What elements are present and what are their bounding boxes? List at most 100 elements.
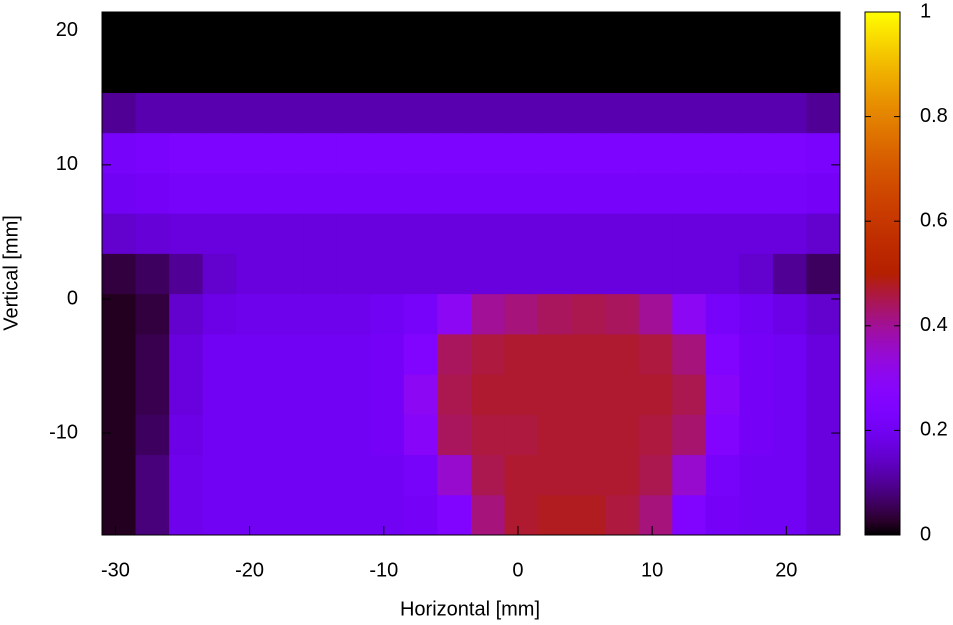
heat-cell: [739, 132, 774, 174]
heat-cell: [102, 12, 137, 53]
heat-cell: [303, 414, 338, 456]
heat-cell: [437, 52, 472, 93]
heat-cell: [236, 12, 271, 53]
heat-cell: [236, 52, 271, 93]
heat-cell: [571, 333, 606, 375]
heat-cell: [739, 414, 774, 456]
heat-cell: [571, 293, 606, 335]
heat-cell: [705, 92, 740, 134]
heat-cell: [772, 213, 807, 254]
heat-cell: [504, 414, 539, 456]
heat-cell: [135, 293, 170, 335]
heat-cell: [638, 454, 673, 496]
heat-cell: [236, 374, 271, 415]
heat-cell: [605, 253, 640, 295]
heat-cell: [471, 172, 506, 214]
x-tick-label: 0: [512, 559, 523, 581]
heat-cell: [135, 132, 170, 174]
heat-cell: [705, 213, 740, 254]
heat-cell: [403, 213, 438, 254]
heat-cell: [638, 374, 673, 415]
heat-cell: [806, 374, 841, 415]
heat-cell: [202, 333, 237, 375]
heat-cell: [504, 12, 539, 53]
heat-cell: [571, 494, 606, 536]
heat-cell: [303, 52, 338, 93]
y-tick-label: 0: [67, 287, 78, 309]
heat-cell: [471, 12, 506, 53]
heat-cell: [605, 92, 640, 134]
heat-cell: [605, 414, 640, 456]
heat-cell: [135, 494, 170, 536]
heat-cell: [269, 12, 304, 53]
heat-cell: [336, 494, 371, 536]
heat-cell: [806, 132, 841, 174]
colorbar: [865, 12, 900, 535]
heat-cell: [370, 374, 405, 415]
heat-cell: [437, 333, 472, 375]
heat-cell: [102, 213, 137, 254]
heat-cell: [169, 454, 204, 496]
heat-cell: [236, 172, 271, 214]
heat-cell: [437, 293, 472, 335]
heat-cell: [772, 172, 807, 214]
heat-cell: [504, 172, 539, 214]
heat-cell: [638, 52, 673, 93]
heat-cell: [236, 333, 271, 375]
heat-cell: [672, 253, 707, 295]
heat-cell: [571, 414, 606, 456]
heat-cell: [169, 213, 204, 254]
heat-cell: [403, 374, 438, 415]
heat-cell: [202, 132, 237, 174]
heat-cell: [370, 293, 405, 335]
heat-cell: [638, 333, 673, 375]
heat-cell: [739, 172, 774, 214]
x-tick-label: -20: [235, 559, 264, 581]
heat-cell: [303, 132, 338, 174]
heat-cell: [672, 12, 707, 53]
heat-cell: [772, 374, 807, 415]
heat-cell: [806, 414, 841, 456]
plot-frame: [101, 11, 841, 536]
heat-cell: [303, 172, 338, 214]
heat-cell: [739, 333, 774, 375]
heat-cell: [538, 494, 573, 536]
heat-cell: [370, 213, 405, 254]
heat-cell: [772, 333, 807, 375]
heat-cell: [403, 132, 438, 174]
heat-cell: [504, 494, 539, 536]
heat-cell: [135, 12, 170, 53]
heat-cell: [135, 172, 170, 214]
heat-cell: [705, 414, 740, 456]
heat-cell: [504, 213, 539, 254]
heat-cell: [471, 494, 506, 536]
heat-cell: [202, 92, 237, 134]
heat-cell: [336, 12, 371, 53]
heat-cell: [672, 374, 707, 415]
heat-cell: [135, 374, 170, 415]
heat-cell: [739, 374, 774, 415]
heat-cell: [538, 12, 573, 53]
heat-cell: [102, 172, 137, 214]
x-tick-label: 20: [775, 559, 797, 581]
colorbar-frame: [864, 11, 901, 536]
heat-cell: [672, 132, 707, 174]
heat-cell: [336, 172, 371, 214]
heat-cell: [303, 92, 338, 134]
heat-cell: [370, 92, 405, 134]
heat-cell: [437, 132, 472, 174]
y-tick-label: 10: [56, 153, 78, 175]
heat-cell: [672, 494, 707, 536]
heat-cell: [336, 253, 371, 295]
heat-cell: [806, 494, 841, 536]
heat-cell: [504, 454, 539, 496]
heat-cell: [169, 92, 204, 134]
heat-cell: [571, 52, 606, 93]
heat-cell: [336, 213, 371, 254]
x-tick-label: 10: [641, 559, 663, 581]
heat-cell: [538, 374, 573, 415]
heat-cell: [605, 374, 640, 415]
heat-cell: [102, 253, 137, 295]
heat-cell: [571, 454, 606, 496]
heat-cell: [102, 52, 137, 93]
